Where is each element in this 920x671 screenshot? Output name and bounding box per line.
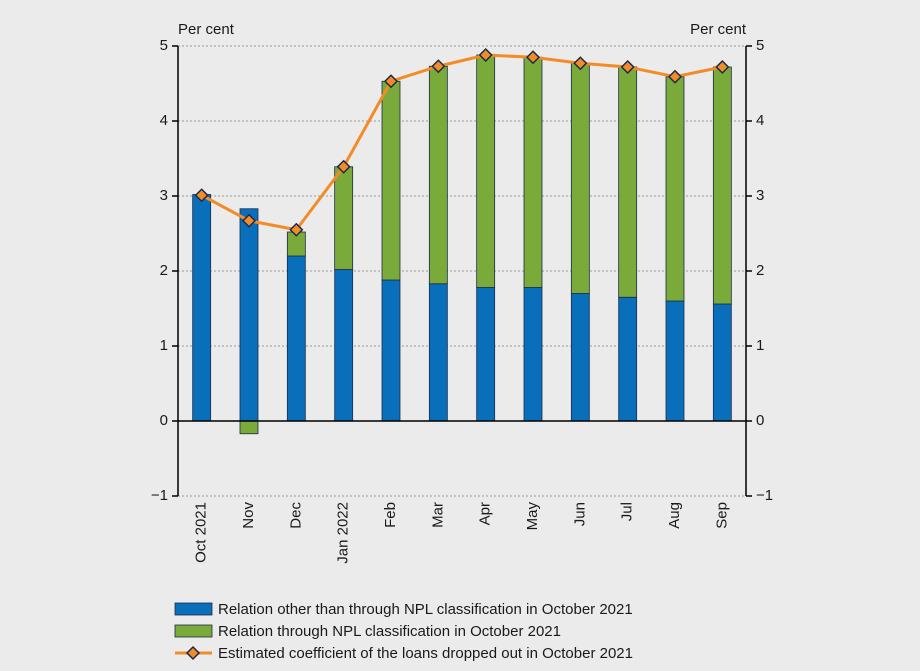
bar	[665, 76, 685, 302]
bar	[665, 300, 685, 422]
marker	[241, 213, 257, 228]
legend-label: Relation through NPL classification in O…	[218, 623, 561, 640]
y2-tick-label: 4	[756, 112, 764, 129]
x-tick-label: Apr	[477, 502, 494, 525]
legend-swatch	[174, 624, 213, 638]
y-tick-label: −1	[151, 487, 168, 504]
bar	[570, 62, 590, 294]
y2-tick-label: −1	[756, 487, 773, 504]
bar	[239, 208, 259, 422]
y-tick-label: 1	[160, 337, 168, 354]
x-tick-label: Jan 2022	[335, 502, 352, 564]
x-tick-label: Feb	[382, 502, 399, 528]
bar	[334, 166, 354, 270]
bar	[712, 66, 732, 305]
bar	[428, 65, 448, 285]
bar	[286, 255, 306, 422]
x-tick-label: Mar	[429, 502, 446, 528]
legend-swatch	[185, 645, 201, 661]
bar	[476, 54, 496, 288]
legend-label: Relation other than through NPL classifi…	[218, 601, 633, 618]
y-tick-label: 4	[160, 112, 168, 129]
bar	[239, 420, 259, 435]
marker	[715, 59, 730, 75]
marker	[573, 56, 588, 71]
x-tick-label: Oct 2021	[193, 502, 210, 563]
bar	[570, 293, 590, 422]
x-tick-label: May	[524, 502, 541, 531]
marker	[383, 74, 399, 89]
x-tick-label: Jul	[619, 502, 636, 521]
bar	[523, 56, 543, 288]
marker	[194, 188, 209, 203]
x-tick-label: Nov	[240, 502, 257, 529]
x-tick-label: Aug	[666, 502, 683, 529]
y2-tick-label: 3	[756, 187, 764, 204]
marker	[289, 222, 304, 237]
y-tick-label: 3	[160, 187, 168, 204]
bar	[476, 287, 496, 422]
marker	[525, 50, 541, 65]
y-tick-label: 0	[160, 412, 168, 429]
legend-swatch	[174, 602, 213, 616]
x-tick-label: Jun	[571, 502, 588, 526]
y2-tick-label: 2	[756, 262, 764, 279]
bar	[192, 194, 212, 422]
bar	[523, 287, 543, 422]
legend-label: Estimated coefficient of the loans dropp…	[218, 645, 633, 662]
x-tick-label: Dec	[287, 502, 304, 529]
bar	[712, 303, 732, 422]
bar	[381, 279, 401, 422]
y-axis-label: Per cent	[178, 21, 235, 38]
line	[200, 53, 723, 232]
y2-tick-label: 0	[756, 412, 764, 429]
bar	[618, 296, 638, 422]
marker	[336, 159, 351, 174]
marker	[478, 47, 493, 63]
bar	[381, 80, 401, 281]
marker	[620, 59, 635, 75]
bar	[334, 269, 354, 422]
y2-axis-label: Per cent	[690, 21, 747, 38]
y-tick-label: 2	[160, 262, 168, 279]
x-tick-label: Sep	[713, 502, 730, 529]
bar	[618, 66, 638, 298]
y2-tick-label: 1	[756, 337, 764, 354]
y2-tick-label: 5	[756, 37, 764, 54]
bar	[428, 283, 448, 422]
marker	[431, 59, 446, 74]
marker	[667, 69, 683, 84]
y-tick-label: 5	[160, 37, 168, 54]
